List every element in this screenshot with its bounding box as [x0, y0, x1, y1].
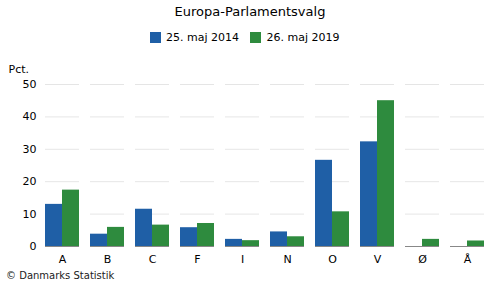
svg-text:0: 0 — [30, 240, 37, 253]
html-text:25. maj 2014: 25. maj 2014 — [166, 31, 239, 44]
html-text:© Danmarks Statistik: © Danmarks Statistik — [6, 269, 115, 281]
svg-text:30: 30 — [23, 142, 37, 155]
svg-text:B: B — [104, 253, 112, 266]
svg-text:40: 40 — [23, 110, 37, 123]
html-text:26. maj 2019: 26. maj 2019 — [266, 31, 340, 44]
svg-text:N: N — [283, 253, 291, 266]
svg-text:A: A — [59, 253, 67, 266]
svg-text:Pct.: Pct. — [9, 63, 30, 76]
svg-text:C: C — [149, 253, 157, 266]
svg-text:50: 50 — [23, 78, 37, 91]
svg-text:Ø: Ø — [418, 253, 427, 266]
svg-text:O: O — [328, 253, 337, 266]
svg-text:V: V — [374, 253, 382, 266]
svg-text:I: I — [241, 253, 244, 266]
svg-text:20: 20 — [23, 175, 37, 188]
html-text:Europa-Parlamentsvalg: Europa-Parlamentsvalg — [174, 4, 326, 19]
svg-text:F: F — [194, 253, 200, 266]
svg-text:10: 10 — [23, 207, 37, 220]
svg-text:Å: Å — [464, 253, 472, 266]
